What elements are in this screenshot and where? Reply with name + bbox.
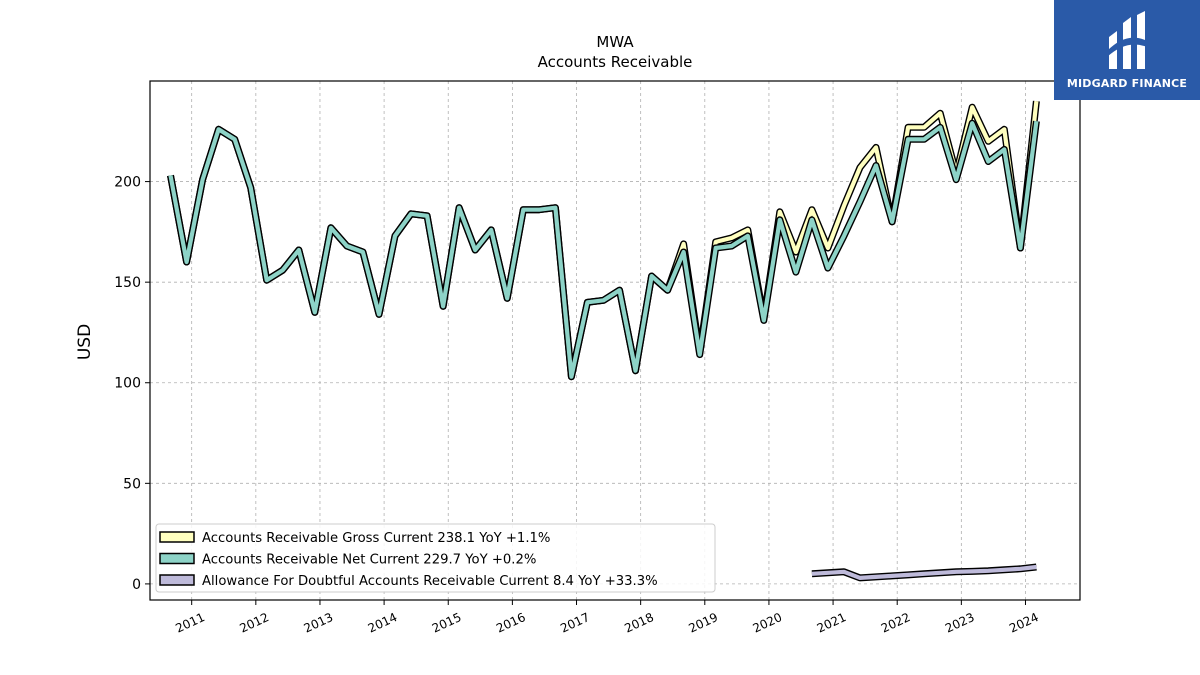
x-tick-label: 2021 bbox=[815, 610, 849, 636]
legend-entry: Accounts Receivable Gross Current 238.1 … bbox=[202, 531, 550, 546]
x-tick-label: 2018 bbox=[622, 610, 656, 636]
plot-frame bbox=[149, 80, 1081, 601]
x-tick-label: 2020 bbox=[751, 610, 785, 636]
y-tick-label: 50 bbox=[123, 476, 141, 492]
x-tick-label: 2017 bbox=[558, 610, 592, 636]
legend-swatch bbox=[159, 552, 195, 565]
y-tick-label: 100 bbox=[114, 376, 141, 392]
midgard-logo-icon bbox=[1107, 10, 1147, 69]
legend-swatch bbox=[159, 574, 195, 586]
x-tick-label: 2019 bbox=[686, 610, 720, 636]
series-layer bbox=[167, 100, 1040, 582]
x-tick-label: 2014 bbox=[366, 610, 400, 636]
x-tick-label: 2012 bbox=[237, 610, 271, 636]
y-axis-label: USD bbox=[75, 324, 95, 360]
x-tick-label: 2015 bbox=[430, 610, 464, 636]
x-tick-label: 2013 bbox=[302, 610, 336, 636]
series-2-line bbox=[168, 120, 1039, 379]
x-tick-label: 2011 bbox=[173, 610, 207, 636]
legend-entry: Accounts Receivable Net Current 229.7 Yo… bbox=[202, 553, 536, 568]
x-tick-label: 2024 bbox=[1007, 610, 1041, 636]
x-tick-label: 2023 bbox=[943, 610, 977, 636]
legend-swatch bbox=[159, 531, 195, 543]
brand-logo: MIDGARD FINANCE bbox=[1054, 0, 1200, 100]
legend-box bbox=[155, 523, 716, 593]
legend-entry: Allowance For Doubtful Accounts Receivab… bbox=[202, 574, 658, 589]
x-tick-label: 2022 bbox=[879, 610, 913, 636]
y-tick-label: 200 bbox=[114, 175, 141, 191]
grid-lines bbox=[150, 81, 1080, 600]
chart-subtitle: Accounts Receivable bbox=[538, 53, 693, 71]
y-tick-label: 150 bbox=[114, 275, 141, 291]
chart-title: MWA bbox=[596, 33, 634, 51]
x-tick-label: 2016 bbox=[494, 610, 528, 636]
y-axis: 0 50 100 150 200 bbox=[114, 175, 150, 593]
brand-name: MIDGARD FINANCE bbox=[1066, 76, 1188, 90]
legend: Accounts Receivable Gross Current 238.1 … bbox=[155, 523, 716, 593]
y-tick-label: 0 bbox=[132, 577, 141, 593]
x-axis: 2011 2012 2013 2014 2015 2016 2017 2018 2019 2020… bbox=[173, 600, 1041, 636]
series-3-line bbox=[811, 564, 1037, 581]
